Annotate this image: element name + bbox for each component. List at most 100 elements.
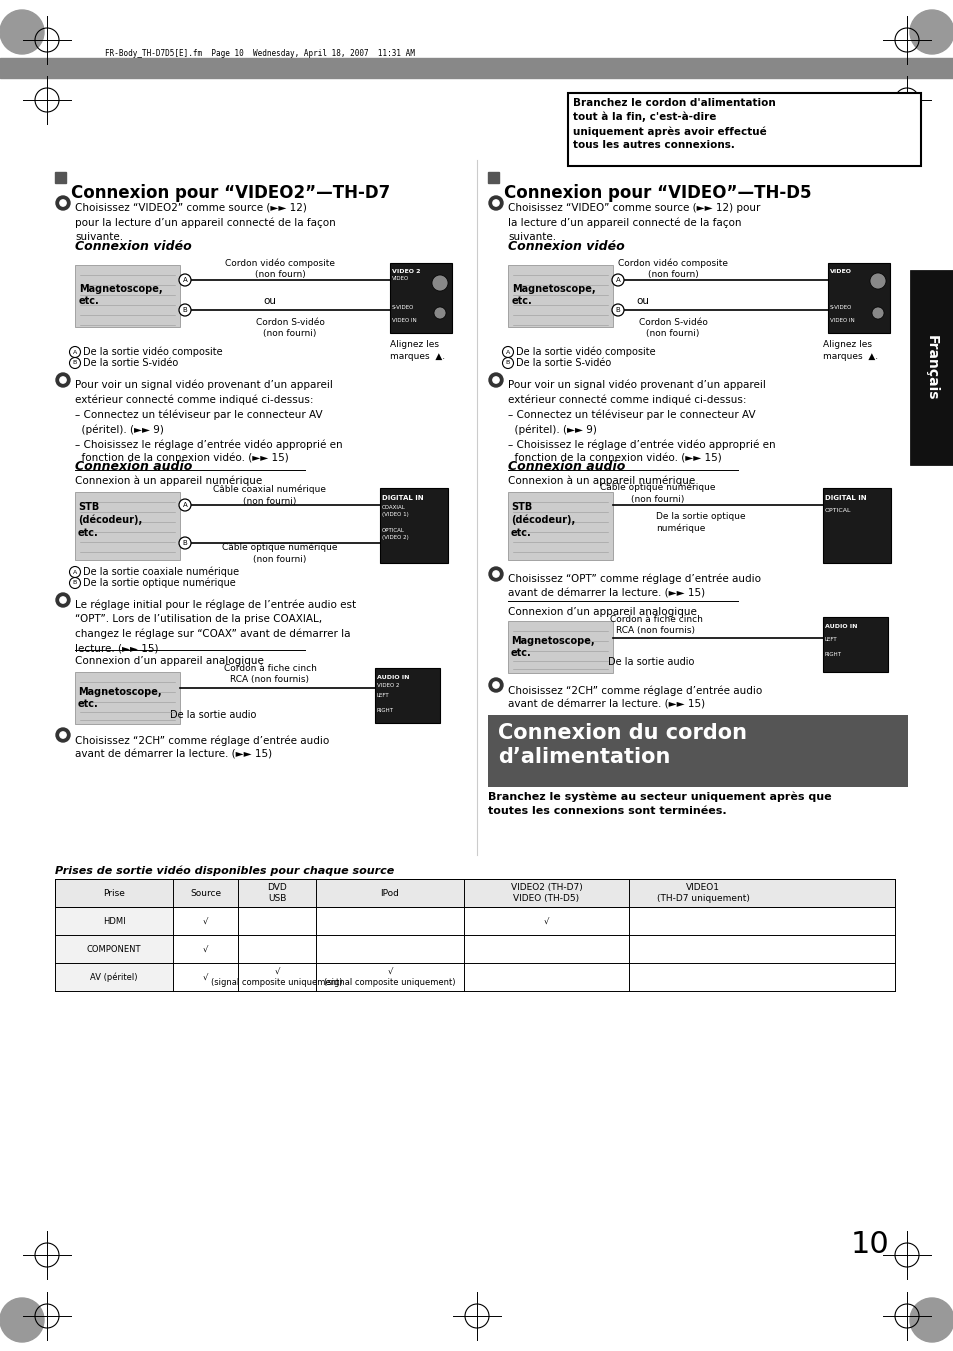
Text: Connexion d’un appareil analogique: Connexion d’un appareil analogique xyxy=(507,607,696,617)
Circle shape xyxy=(179,499,191,511)
Bar xyxy=(827,263,889,332)
Text: VIDEO: VIDEO xyxy=(392,276,409,281)
Text: RIGHT: RIGHT xyxy=(376,708,394,713)
Bar xyxy=(375,667,439,723)
Text: A: A xyxy=(615,277,619,282)
Text: AV (péritel): AV (péritel) xyxy=(91,973,137,982)
Text: DIGITAL IN: DIGITAL IN xyxy=(824,494,865,501)
Text: √: √ xyxy=(203,973,208,981)
Text: LEFT: LEFT xyxy=(824,638,837,642)
Circle shape xyxy=(70,346,80,358)
Text: De la sortie audio: De la sortie audio xyxy=(170,711,256,720)
Text: Cordon vidéo composite
(non fourn): Cordon vidéo composite (non fourn) xyxy=(225,258,335,278)
Text: √: √ xyxy=(203,944,208,954)
Text: Pour voir un signal vidéo provenant d’un appareil
extérieur connecté comme indiq: Pour voir un signal vidéo provenant d’un… xyxy=(507,380,775,463)
Text: Choisissez “2CH” comme réglage d’entrée audio
avant de démarrer la lecture. (►► : Choisissez “2CH” comme réglage d’entrée … xyxy=(507,685,761,709)
Text: STB
(décodeur),
etc.: STB (décodeur), etc. xyxy=(511,503,575,538)
Text: VIDEO 2: VIDEO 2 xyxy=(392,269,420,274)
Bar xyxy=(55,935,172,963)
Bar xyxy=(379,488,448,563)
Text: AUDIO IN: AUDIO IN xyxy=(376,676,409,680)
Text: IPod: IPod xyxy=(380,889,399,897)
Text: Français: Français xyxy=(924,335,938,400)
Text: De la sortie S-vidéo: De la sortie S-vidéo xyxy=(516,358,611,367)
Text: A: A xyxy=(182,503,187,508)
Text: Cordon à fiche cinch
RCA (non fournis): Cordon à fiche cinch RCA (non fournis) xyxy=(223,663,316,684)
Circle shape xyxy=(489,678,502,692)
Text: De la sortie optique numérique: De la sortie optique numérique xyxy=(83,578,235,588)
Text: Prises de sortie vidéo disponibles pour chaque source: Prises de sortie vidéo disponibles pour … xyxy=(55,865,394,875)
Text: Connexion vidéo: Connexion vidéo xyxy=(507,240,624,253)
Circle shape xyxy=(909,9,953,54)
Bar xyxy=(909,270,953,465)
Text: OPTICAL: OPTICAL xyxy=(381,528,404,534)
Circle shape xyxy=(70,358,80,369)
Text: De la sortie audio: De la sortie audio xyxy=(607,657,694,667)
Text: Magnetoscope,
etc.: Magnetoscope, etc. xyxy=(512,284,595,307)
Circle shape xyxy=(489,567,502,581)
Text: B: B xyxy=(72,361,77,366)
Text: (VIDEO 1): (VIDEO 1) xyxy=(381,512,408,517)
Text: RIGHT: RIGHT xyxy=(824,653,841,657)
Circle shape xyxy=(493,377,498,384)
Text: LEFT: LEFT xyxy=(376,693,389,698)
Text: Câble coaxial numérique
(non fourni): Câble coaxial numérique (non fourni) xyxy=(213,485,326,505)
Circle shape xyxy=(0,1298,44,1342)
Bar xyxy=(0,58,953,78)
Bar xyxy=(507,265,613,327)
Text: Connexion pour “VIDEO”—TH-D5: Connexion pour “VIDEO”—TH-D5 xyxy=(503,184,811,203)
Text: Câble optique numérique
(non fourni): Câble optique numérique (non fourni) xyxy=(222,543,337,563)
Circle shape xyxy=(70,577,80,589)
Text: A: A xyxy=(505,350,510,354)
Circle shape xyxy=(56,593,70,607)
Text: HDMI: HDMI xyxy=(103,916,125,925)
Circle shape xyxy=(56,196,70,209)
Circle shape xyxy=(493,571,498,577)
Circle shape xyxy=(909,1298,953,1342)
Text: FR-Body_TH-D7D5[E].fm  Page 10  Wednesday, April 18, 2007  11:31 AM: FR-Body_TH-D7D5[E].fm Page 10 Wednesday,… xyxy=(105,49,415,58)
Text: A: A xyxy=(72,570,77,574)
Text: 10: 10 xyxy=(850,1229,888,1259)
Text: Prise: Prise xyxy=(103,889,125,897)
Text: √
(signal composite uniquement): √ (signal composite uniquement) xyxy=(324,967,456,986)
Bar xyxy=(488,172,498,182)
Bar xyxy=(822,488,890,563)
Text: VIDEO1
(TH-D7 uniquement): VIDEO1 (TH-D7 uniquement) xyxy=(656,884,749,902)
Text: B: B xyxy=(182,540,187,546)
Text: Connexion vidéo: Connexion vidéo xyxy=(75,240,192,253)
Circle shape xyxy=(869,273,885,289)
Text: A: A xyxy=(72,350,77,354)
Circle shape xyxy=(56,728,70,742)
Text: STB
(décodeur),
etc.: STB (décodeur), etc. xyxy=(78,503,142,538)
Circle shape xyxy=(70,566,80,577)
Text: AUDIO IN: AUDIO IN xyxy=(824,624,857,630)
Circle shape xyxy=(60,732,66,738)
Text: Connexion à un appareil numérique: Connexion à un appareil numérique xyxy=(507,476,695,486)
Text: Magnetoscope,
etc.: Magnetoscope, etc. xyxy=(79,284,162,307)
Text: Connexion pour “VIDEO2”—TH-D7: Connexion pour “VIDEO2”—TH-D7 xyxy=(71,184,390,203)
Text: Alignez les
marques  ▲.: Alignez les marques ▲. xyxy=(390,340,445,361)
Text: Connexion audio: Connexion audio xyxy=(75,459,193,473)
Circle shape xyxy=(179,304,191,316)
Bar xyxy=(55,907,172,935)
Text: Pour voir un signal vidéo provenant d’un appareil
extérieur connecté comme indiq: Pour voir un signal vidéo provenant d’un… xyxy=(75,380,342,463)
Bar xyxy=(75,492,180,561)
Text: Le réglage initial pour le réglage de l’entrée audio est
“OPT”. Lors de l’utilis: Le réglage initial pour le réglage de l’… xyxy=(75,600,355,654)
Text: A: A xyxy=(182,277,187,282)
Text: VIDEO IN: VIDEO IN xyxy=(392,317,416,323)
Text: Connexion à un appareil numérique: Connexion à un appareil numérique xyxy=(75,476,262,486)
Bar xyxy=(507,492,613,561)
Bar xyxy=(567,93,920,166)
Circle shape xyxy=(0,9,44,54)
Text: √
(signal composite uniquement): √ (signal composite uniquement) xyxy=(211,967,342,986)
Text: Connexion d’un appareil analogique: Connexion d’un appareil analogique xyxy=(75,657,264,666)
Circle shape xyxy=(612,304,623,316)
Circle shape xyxy=(432,276,448,290)
Text: Choisissez “OPT” comme réglage d’entrée audio
avant de démarrer la lecture. (►► : Choisissez “OPT” comme réglage d’entrée … xyxy=(507,574,760,598)
Text: Connexion audio: Connexion audio xyxy=(507,459,625,473)
Text: Choisissez “VIDEO” comme source (►► 12) pour
la lecture d’un appareil connecté d: Choisissez “VIDEO” comme source (►► 12) … xyxy=(507,203,760,242)
Circle shape xyxy=(489,373,502,386)
Text: VIDEO 2: VIDEO 2 xyxy=(376,684,399,688)
Text: COMPONENT: COMPONENT xyxy=(87,944,141,954)
Circle shape xyxy=(179,274,191,286)
